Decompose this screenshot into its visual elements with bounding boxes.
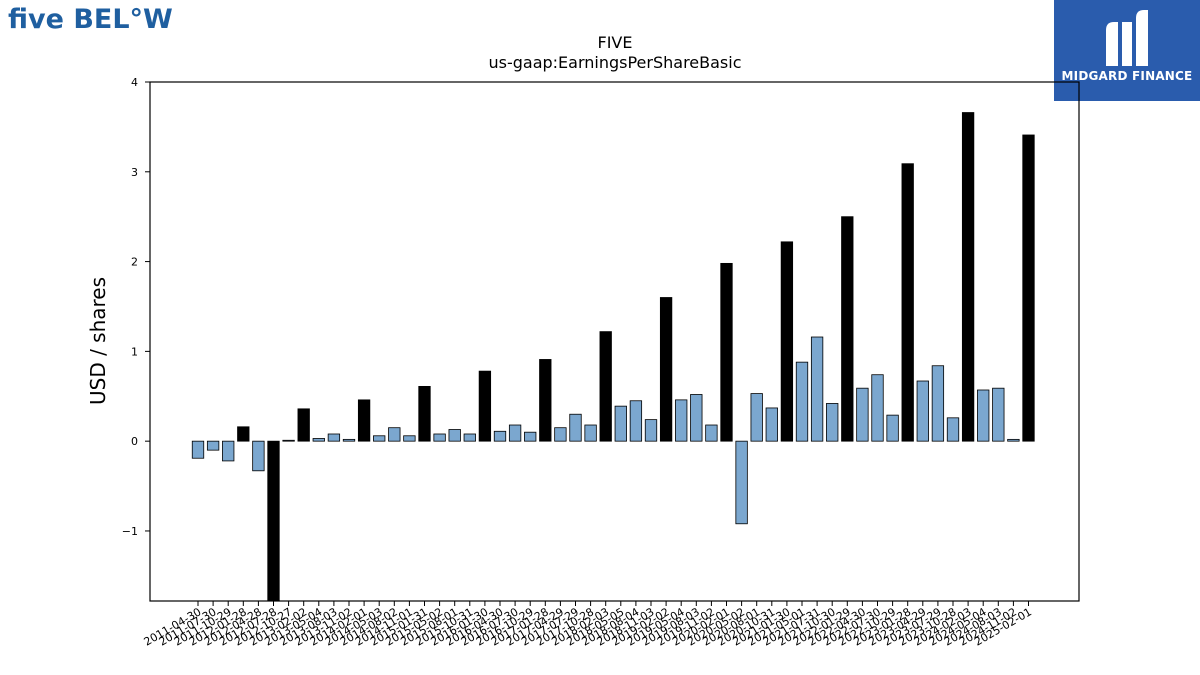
bar-2013-08-03: [327, 433, 341, 442]
bar-2019-02-02: [659, 297, 673, 442]
bar-2024-05-04: [977, 389, 990, 442]
bar-2025-02-01: [1022, 134, 1035, 442]
bar-2017-07-29: [569, 413, 582, 442]
bar-2021-07-31: [810, 336, 824, 442]
bar-2011-10-29: [222, 440, 235, 462]
bar-2022-04-30: [856, 387, 869, 442]
bar-2020-02-01: [720, 262, 733, 442]
y-tick-label: 0: [131, 435, 138, 448]
bar-2013-02-02: [297, 408, 310, 442]
bar-2023-07-29: [931, 365, 945, 442]
bar-2014-05-03: [373, 435, 386, 442]
bar-2016-07-30: [508, 424, 522, 442]
bar-2018-08-04: [629, 400, 643, 442]
bar-2018-02-03: [599, 331, 612, 442]
bar-2017-01-28: [539, 359, 552, 442]
bar-2015-10-31: [463, 433, 476, 442]
bar-2020-05-02: [735, 440, 748, 525]
bar-2012-04-28: [252, 440, 265, 472]
bar-2015-01-31: [418, 385, 431, 442]
bar-2014-08-02: [388, 427, 401, 442]
bar-2018-11-03: [644, 419, 658, 442]
bar-2021-10-30: [826, 403, 839, 442]
bar-2020-10-31: [765, 407, 778, 442]
bar-2022-10-29: [886, 414, 899, 442]
bar-2022-07-30: [871, 374, 884, 442]
bar-2012-07-28: [267, 440, 280, 602]
bar-2023-01-28: [901, 163, 914, 442]
y-axis: −1 0 1 2 3 4: [122, 76, 150, 538]
bar-2024-08-03: [992, 387, 1005, 442]
chart-title: FIVE: [598, 33, 633, 52]
bar-2011-07-30: [206, 440, 220, 451]
bar-2012-01-28: [237, 426, 250, 442]
bar-2024-02-03: [961, 112, 975, 442]
y-tick-label: −1: [122, 525, 138, 538]
bar-2013-11-02: [342, 438, 356, 442]
bar-2021-01-30: [780, 241, 794, 442]
partner-emblem-icon: [1106, 10, 1148, 66]
bars: [191, 112, 1035, 602]
bar-2023-10-28: [946, 417, 960, 442]
bar-2011-04-30: [191, 440, 205, 459]
y-tick-label: 2: [131, 256, 138, 269]
bar-2015-05-02: [433, 433, 446, 442]
y-tick-label: 4: [131, 76, 138, 89]
bar-2017-10-28: [584, 424, 597, 442]
bar-2016-01-30: [478, 370, 492, 442]
bar-2019-11-02: [705, 424, 718, 442]
bar-2013-05-04: [312, 438, 325, 442]
bar-2022-01-29: [841, 216, 854, 442]
bar-2017-04-29: [554, 427, 567, 442]
partner-name: MIDGARD FINANCE: [1061, 69, 1193, 83]
bar-2014-11-01: [403, 435, 416, 442]
bar-2023-04-29: [916, 380, 929, 442]
chart-subtitle: us-gaap:EarningsPerShareBasic: [488, 53, 741, 72]
partner-logo: MIDGARD FINANCE: [1054, 0, 1200, 101]
bar-2012-10-27: [282, 439, 295, 442]
bar-2016-04-30: [493, 430, 507, 442]
plot-frame: [149, 81, 1080, 602]
bar-2024-11-02: [1007, 438, 1020, 442]
y-tick-label: 1: [131, 345, 138, 358]
bar-2018-05-05: [614, 405, 627, 442]
bar-2015-08-01: [448, 429, 461, 442]
bar-2021-05-01: [795, 361, 809, 442]
bar-2020-08-01: [750, 393, 763, 442]
y-axis-label: USD / shares: [86, 277, 110, 405]
bar-2014-02-01: [357, 399, 371, 442]
bar-2016-10-29: [524, 431, 537, 442]
y-tick-label: 3: [131, 166, 138, 179]
bar-2019-08-03: [690, 394, 703, 442]
bar-2019-05-04: [675, 399, 688, 442]
brand-logo: five BEL°W: [8, 4, 173, 35]
x-axis: 2011-04-302011-07-302011-10-292012-01-28…: [142, 601, 1034, 649]
